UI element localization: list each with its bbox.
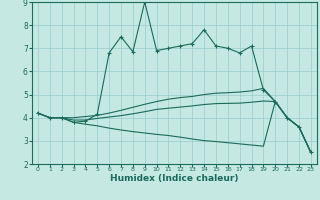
X-axis label: Humidex (Indice chaleur): Humidex (Indice chaleur)	[110, 174, 239, 183]
